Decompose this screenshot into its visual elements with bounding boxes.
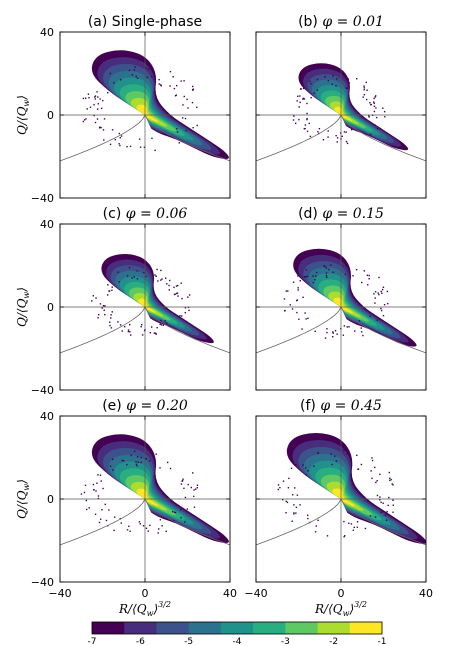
panel-f: −40 0 40 (f) φ = 0.45 xyxy=(244,398,433,600)
y-tick-label: 40 xyxy=(40,218,54,231)
colorbar-segment xyxy=(317,622,351,634)
colorbar-segment xyxy=(188,622,222,634)
y-tick-label: −40 xyxy=(31,384,54,397)
panel-title: (b) φ = 0.01 xyxy=(298,14,384,30)
colorbar-segment xyxy=(349,622,383,634)
contour-level xyxy=(138,298,157,313)
panel-title: (a) Single-phase xyxy=(88,14,202,30)
colorbar-segment xyxy=(124,622,157,634)
x-tick-label: 40 xyxy=(419,587,433,600)
panel-b: (b) φ = 0.01 xyxy=(255,14,427,199)
colorbar-tick-label: -7 xyxy=(88,637,97,646)
colorbar-tick-label: -1 xyxy=(378,637,387,646)
panel-title: (c) φ = 0.06 xyxy=(103,206,188,222)
contour-level xyxy=(136,104,159,123)
x-axis-label: R/⟨Qw⟩3/2 xyxy=(118,600,171,618)
vieillefosse-tail-left xyxy=(60,114,146,162)
y-axis-label: Q/⟨Qw⟩ xyxy=(15,95,31,135)
vieillefosse-tail-right xyxy=(144,114,230,162)
colorbar-segment xyxy=(253,622,286,634)
colorbar-segment xyxy=(92,622,125,634)
vieillefosse-tail-right xyxy=(340,114,426,162)
vieillefosse-tail-right xyxy=(340,498,426,546)
panel-c: 40 0 −40 (c) φ = 0.06 xyxy=(31,206,231,397)
colorbar-tick-label: -3 xyxy=(281,637,290,646)
x-tick-label: 0 xyxy=(338,587,345,600)
panel-a: 40 0 −40 (a) Single-phase xyxy=(31,14,231,205)
x-tick-label: 0 xyxy=(142,587,149,600)
x-tick-label: 40 xyxy=(223,587,237,600)
x-axis-label: R/⟨Qw⟩3/2 xyxy=(314,600,367,618)
colorbar-segment xyxy=(156,622,190,634)
colorbar-tick-label: -6 xyxy=(136,637,145,646)
speckle xyxy=(82,66,198,152)
y-axis-label: Q/⟨Qw⟩ xyxy=(15,287,31,327)
vieillefosse-tail-left xyxy=(60,498,146,546)
speckle xyxy=(277,449,394,538)
speckle xyxy=(91,266,191,336)
panel-title: (f) φ = 0.45 xyxy=(300,398,382,414)
x-tick-label: −40 xyxy=(244,587,267,600)
panel-e: 40 0 −40−40 0 40 (e) φ = 0.20 xyxy=(31,398,237,600)
y-tick-label: 0 xyxy=(47,301,54,314)
y-tick-label: 0 xyxy=(47,493,54,506)
contour-level xyxy=(136,488,159,507)
colorbar: -7 -6 -5 -4 -3 -2 -1 xyxy=(88,621,387,646)
panel-title: (e) φ = 0.20 xyxy=(102,398,188,414)
y-tick-label: −40 xyxy=(31,192,54,205)
colorbar-tick-label: -4 xyxy=(233,637,242,646)
y-axis-label: Q/⟨Qw⟩ xyxy=(15,479,31,519)
x-tick-label: −40 xyxy=(48,587,71,600)
panel-title: (d) φ = 0.15 xyxy=(298,206,384,222)
vieillefosse-tail-right xyxy=(144,306,230,354)
panel-d: (d) φ = 0.15 xyxy=(255,206,427,391)
y-tick-label: 40 xyxy=(40,410,54,423)
vieillefosse-tail-left xyxy=(256,498,342,546)
y-tick-label: 40 xyxy=(40,26,54,39)
contour-level xyxy=(334,106,352,121)
vieillefosse-tail-left xyxy=(256,114,342,162)
vieillefosse-tail-left xyxy=(256,306,342,354)
contour-level xyxy=(332,488,355,507)
vieillefosse-tail-right xyxy=(144,498,230,546)
y-tick-label: 0 xyxy=(47,109,54,122)
contour-level xyxy=(333,297,354,314)
colorbar-segment xyxy=(220,622,254,634)
vieillefosse-tail-left xyxy=(60,306,146,354)
vieillefosse-tail-right xyxy=(340,306,426,354)
colorbar-tick-label: -5 xyxy=(184,637,193,646)
colorbar-segment xyxy=(285,622,319,634)
colorbar-tick-label: -2 xyxy=(329,637,338,646)
y-tick-label: −40 xyxy=(31,576,54,589)
